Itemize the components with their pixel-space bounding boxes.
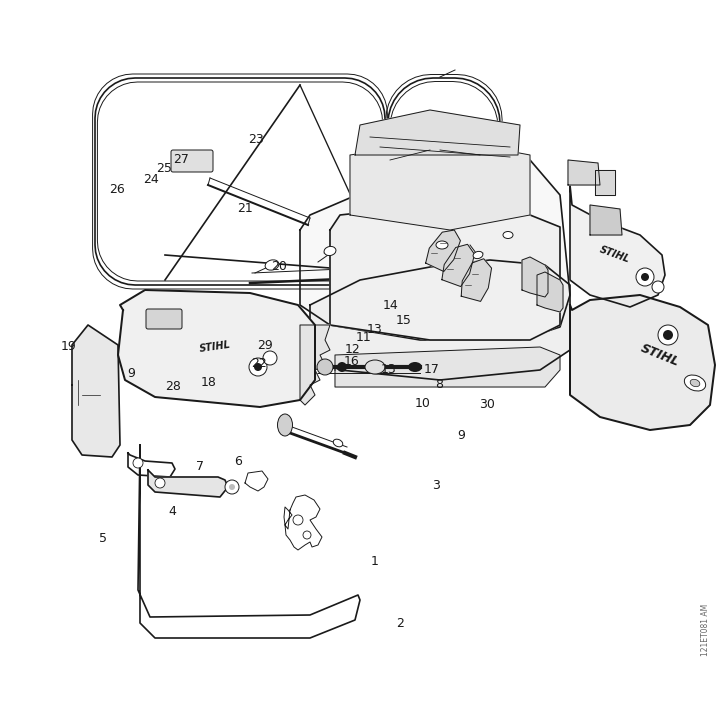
Text: 14: 14 [383, 299, 399, 312]
Text: STIHL: STIHL [639, 341, 681, 368]
Circle shape [249, 358, 267, 376]
Text: 3: 3 [432, 479, 439, 492]
Circle shape [658, 325, 678, 345]
Polygon shape [570, 295, 715, 430]
Polygon shape [330, 205, 560, 340]
Ellipse shape [333, 439, 343, 447]
Text: 9: 9 [127, 367, 135, 380]
Text: 29: 29 [257, 339, 273, 352]
Polygon shape [335, 347, 560, 387]
Polygon shape [300, 325, 330, 405]
Polygon shape [568, 160, 600, 185]
Circle shape [254, 363, 262, 371]
Circle shape [293, 515, 303, 525]
Circle shape [663, 330, 673, 340]
Text: 10: 10 [415, 397, 431, 410]
Circle shape [303, 531, 311, 539]
Text: 9: 9 [457, 428, 464, 442]
Circle shape [652, 281, 664, 293]
Text: 28: 28 [165, 380, 181, 393]
Text: 22: 22 [251, 357, 267, 370]
Text: 18: 18 [201, 376, 217, 389]
Ellipse shape [503, 231, 513, 239]
Polygon shape [442, 244, 474, 286]
Text: 21: 21 [237, 202, 253, 215]
Circle shape [229, 484, 235, 490]
Ellipse shape [365, 360, 385, 374]
Text: 24: 24 [143, 173, 159, 186]
Ellipse shape [265, 260, 279, 270]
Ellipse shape [277, 414, 292, 436]
FancyBboxPatch shape [171, 150, 213, 172]
Text: 20: 20 [271, 260, 287, 273]
Text: 12: 12 [345, 343, 361, 356]
Text: 13: 13 [381, 363, 397, 376]
Circle shape [225, 480, 239, 494]
Ellipse shape [408, 362, 422, 372]
Polygon shape [310, 260, 570, 380]
Ellipse shape [324, 247, 336, 256]
Text: 19: 19 [60, 340, 76, 353]
Text: 6: 6 [234, 455, 241, 468]
Circle shape [317, 359, 333, 375]
Polygon shape [148, 470, 228, 497]
Text: 1: 1 [371, 555, 378, 568]
Polygon shape [462, 259, 492, 302]
Circle shape [337, 362, 347, 372]
Circle shape [263, 351, 277, 365]
Ellipse shape [436, 241, 448, 249]
Text: 7: 7 [196, 460, 204, 473]
Text: 13: 13 [366, 323, 382, 336]
Polygon shape [426, 230, 460, 271]
Polygon shape [570, 185, 665, 307]
Text: STIHL: STIHL [598, 245, 631, 265]
Polygon shape [537, 272, 563, 312]
Ellipse shape [684, 375, 706, 391]
Polygon shape [355, 110, 520, 155]
Text: 25: 25 [156, 162, 172, 175]
Circle shape [155, 478, 165, 488]
Text: 30: 30 [479, 398, 495, 411]
Circle shape [636, 268, 654, 286]
Polygon shape [118, 290, 315, 407]
Text: 11: 11 [356, 331, 372, 344]
Text: 121ET081 AM: 121ET081 AM [701, 604, 711, 656]
Text: 26: 26 [109, 183, 125, 196]
Ellipse shape [690, 379, 700, 386]
Ellipse shape [473, 252, 483, 259]
Polygon shape [522, 257, 548, 297]
Polygon shape [300, 155, 570, 340]
Text: 15: 15 [395, 314, 411, 327]
Circle shape [133, 458, 143, 468]
Polygon shape [590, 205, 622, 235]
FancyBboxPatch shape [146, 309, 182, 329]
Text: 4: 4 [169, 505, 176, 518]
Text: 27: 27 [174, 153, 189, 166]
Text: 16: 16 [343, 355, 359, 368]
Text: STIHL: STIHL [199, 340, 231, 354]
Circle shape [641, 273, 649, 281]
Text: 2: 2 [396, 617, 403, 630]
Text: 17: 17 [424, 363, 440, 376]
Polygon shape [595, 170, 615, 195]
Polygon shape [350, 140, 530, 230]
Polygon shape [72, 325, 120, 457]
Text: 5: 5 [99, 532, 107, 545]
Text: 23: 23 [248, 133, 264, 146]
Text: 8: 8 [435, 378, 444, 391]
